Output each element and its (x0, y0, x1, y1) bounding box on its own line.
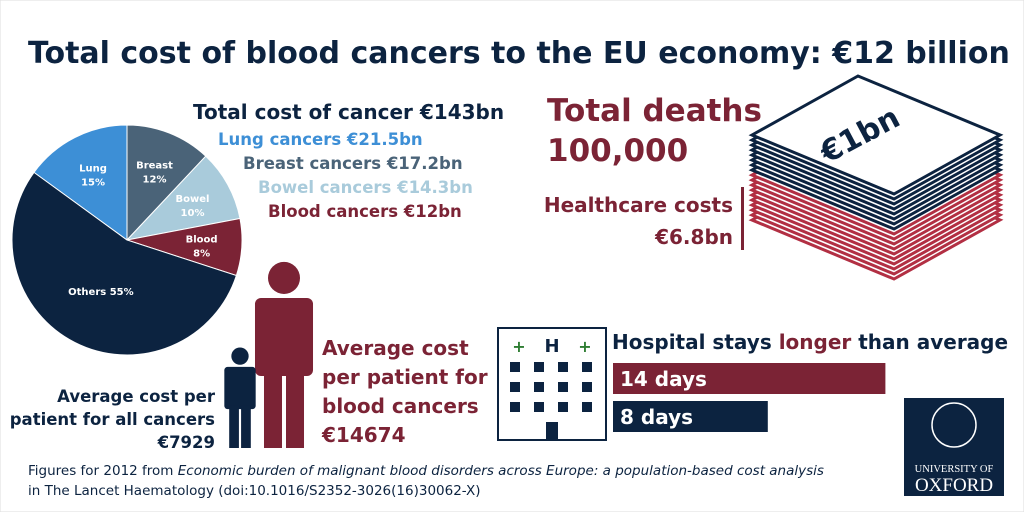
pie-slice (126, 124, 207, 242)
icon-window (534, 402, 544, 412)
patient-value: €14674 (321, 423, 406, 447)
person-leg (263, 369, 282, 448)
person-head (267, 261, 301, 294)
footnote: Figures for 2012 from Economic burden of… (28, 463, 824, 479)
money-stack: €1bn (748, 74, 1004, 281)
slice-label: Others 55% (68, 287, 133, 298)
slice-value: 55% (110, 287, 134, 298)
hospital-icon: H + + (497, 327, 607, 441)
bar-label: 14 days (620, 367, 707, 391)
person-leg (286, 369, 305, 448)
person-icon (224, 347, 256, 448)
title-segment: longer (779, 330, 852, 354)
main-title: Total cost of blood cancers to the EU ec… (28, 36, 1010, 71)
bill-sheet (748, 74, 1004, 196)
total-cancer-cost: Total cost of cancer €143bn (193, 100, 504, 124)
icon-window (582, 402, 592, 412)
icon-window (558, 362, 568, 372)
icon-window (510, 362, 520, 372)
cost-line: Breast cancers €17.2bn (243, 154, 463, 173)
patient-label: per patient for (322, 365, 488, 389)
person-icon (254, 261, 314, 448)
icon-window (558, 382, 568, 392)
healthcare-label: Healthcare costs (544, 193, 733, 217)
title-segment: than average (851, 330, 1008, 354)
icon-window (510, 402, 520, 412)
deaths-value: 100,000 (547, 133, 688, 169)
slice-value: 10% (181, 208, 205, 219)
cost-line: Bowel cancers €14.3bn (258, 178, 473, 197)
icon-door (546, 422, 558, 440)
patient-label: patient for all cancers (10, 410, 215, 429)
logo-crest (931, 402, 977, 448)
slice-name: Lung (79, 163, 107, 174)
icon-glyph: + (578, 337, 591, 356)
patient-value: €7929 (157, 433, 215, 452)
bar (611, 361, 888, 396)
pie-slice (33, 124, 128, 241)
slice-value: 15% (81, 177, 105, 188)
patient-label: Average cost (322, 336, 469, 360)
icon-window (534, 382, 544, 392)
slice-name: Bowel (176, 194, 210, 205)
cost-line: Blood cancers €12bn (268, 202, 462, 221)
footnote-text: Figures for 2012 from (28, 463, 178, 479)
icon-glyph: H (544, 336, 559, 357)
cost-line: Lung cancers €21.5bn (218, 130, 423, 149)
footnote: in The Lancet Haematology (doi:10.1016/S… (28, 483, 481, 499)
bar (611, 399, 770, 434)
bar-title: Hospital stays longer than average (612, 330, 1008, 354)
deaths-label: Total deaths (547, 93, 762, 129)
logo-text: UNIVERSITY OF (915, 464, 994, 475)
icon-window (582, 382, 592, 392)
bar-label: 8 days (620, 405, 693, 429)
slice-name: Others (68, 287, 106, 298)
icon-window (582, 362, 592, 372)
icon-window (510, 382, 520, 392)
bracket (741, 187, 744, 250)
pie-slice (125, 155, 241, 241)
person-leg (229, 405, 239, 448)
person-leg (241, 405, 251, 448)
person-head (231, 347, 249, 365)
person-body (254, 297, 314, 376)
slice-value: 12% (143, 174, 167, 185)
title-segment: Hospital stays (612, 330, 779, 354)
person-body (224, 366, 256, 410)
icon-window (558, 402, 568, 412)
healthcare-value: €6.8bn (654, 225, 733, 249)
patient-label: blood cancers (322, 394, 479, 418)
slice-name: Blood (186, 235, 218, 246)
slice-name: Breast (136, 160, 173, 171)
logo-text: OXFORD (915, 475, 993, 496)
slice-value: 8% (193, 249, 210, 260)
pie-slice (11, 171, 238, 356)
icon-window (534, 362, 544, 372)
footnote-source: Economic burden of malignant blood disor… (178, 463, 824, 479)
patient-label: Average cost per (57, 387, 216, 406)
icon-glyph: + (512, 337, 525, 356)
